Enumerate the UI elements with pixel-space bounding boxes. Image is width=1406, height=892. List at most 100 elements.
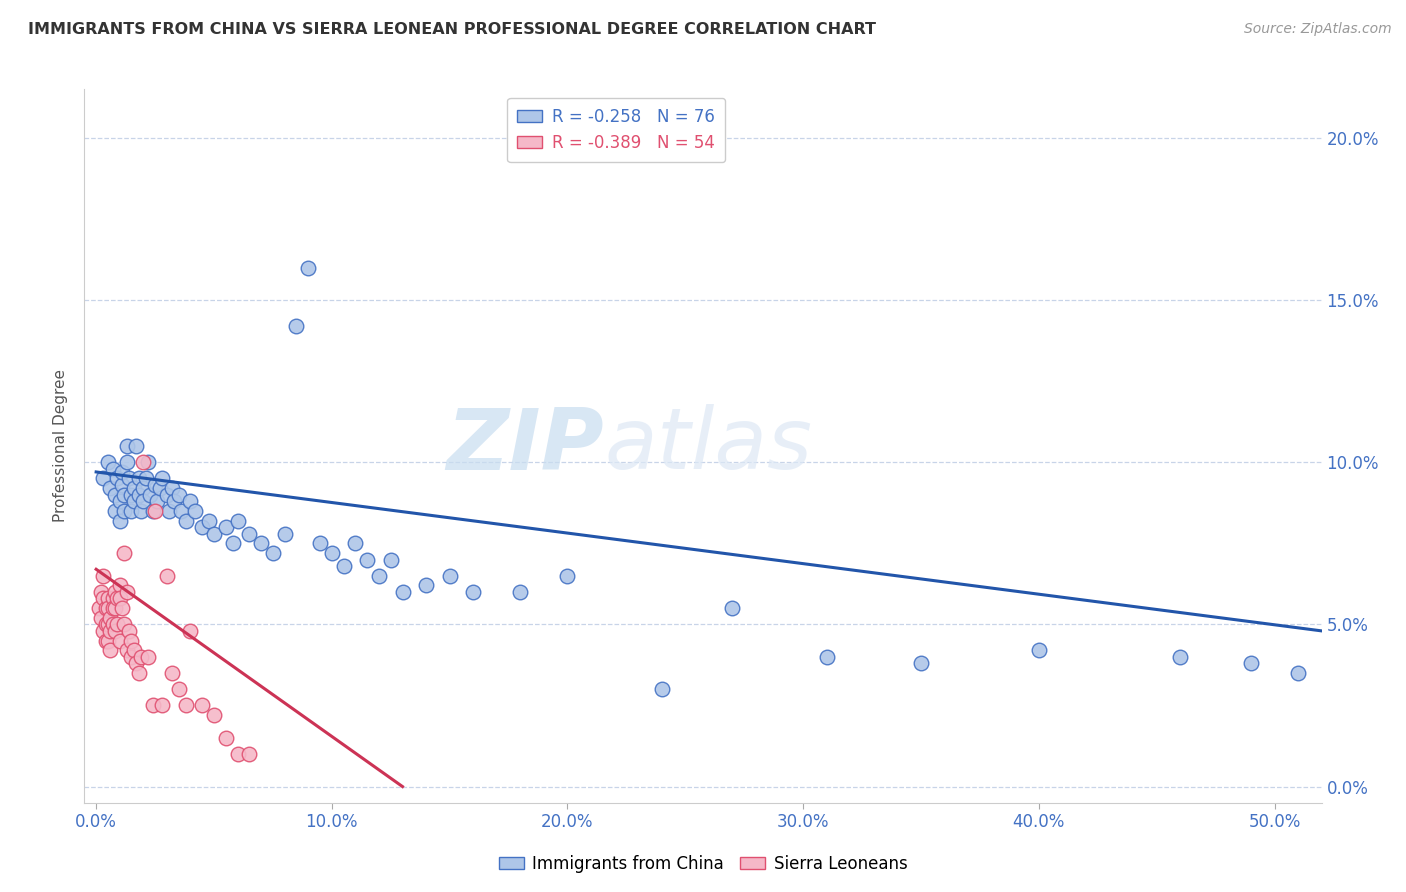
Point [128, 666, 150, 681]
Point [122, 494, 145, 508]
Point [174, 698, 197, 713]
Point [463, 585, 485, 599]
Point [721, 601, 744, 615]
Point [91, 471, 114, 485]
Point [91, 624, 114, 638]
Point [112, 617, 135, 632]
Point [184, 504, 207, 518]
Point [104, 488, 127, 502]
Point [98, 611, 121, 625]
Point [112, 488, 135, 502]
Point [118, 624, 141, 638]
Point [105, 591, 128, 606]
Point [115, 455, 138, 469]
Point [111, 601, 134, 615]
Point [149, 481, 172, 495]
Point [125, 439, 148, 453]
Point [160, 666, 183, 681]
Point [108, 578, 131, 592]
Point [122, 481, 145, 495]
Point [121, 649, 143, 664]
Point [108, 591, 131, 606]
Point [321, 546, 343, 560]
Point [143, 478, 166, 492]
Point [273, 526, 295, 541]
Point [167, 682, 190, 697]
Point [97, 633, 120, 648]
Point [105, 471, 128, 485]
Point [94, 601, 117, 615]
Point [344, 536, 367, 550]
Point [87, 601, 110, 615]
Point [121, 504, 143, 518]
Point [115, 643, 138, 657]
Point [132, 481, 155, 495]
Text: atlas: atlas [605, 404, 813, 488]
Point [167, 488, 190, 502]
Point [104, 504, 127, 518]
Point [111, 478, 134, 492]
Point [332, 559, 354, 574]
Point [97, 601, 120, 615]
Point [118, 471, 141, 485]
Point [91, 568, 114, 582]
Point [170, 504, 193, 518]
Point [122, 643, 145, 657]
Point [115, 585, 138, 599]
Point [104, 601, 127, 615]
Point [198, 514, 221, 528]
Text: IMMIGRANTS FROM CHINA VS SIERRA LEONEAN PROFESSIONAL DEGREE CORRELATION CHART: IMMIGRANTS FROM CHINA VS SIERRA LEONEAN … [28, 22, 876, 37]
Point [146, 494, 169, 508]
Point [129, 504, 152, 518]
Point [97, 617, 120, 632]
Point [160, 481, 183, 495]
Point [104, 624, 127, 638]
Point [132, 455, 155, 469]
Point [142, 504, 165, 518]
Text: Source: ZipAtlas.com: Source: ZipAtlas.com [1244, 22, 1392, 37]
Point [104, 585, 127, 599]
Point [191, 698, 214, 713]
Point [108, 514, 131, 528]
Point [98, 643, 121, 657]
Point [415, 578, 437, 592]
Point [356, 552, 378, 566]
Point [112, 546, 135, 560]
Point [439, 568, 461, 582]
Point [262, 546, 284, 560]
Point [1240, 657, 1263, 671]
Point [150, 698, 173, 713]
Point [97, 455, 120, 469]
Point [98, 624, 121, 638]
Point [179, 494, 201, 508]
Point [94, 633, 117, 648]
Point [215, 731, 238, 745]
Point [202, 708, 225, 723]
Point [1168, 649, 1191, 664]
Point [121, 633, 143, 648]
Point [509, 585, 531, 599]
Point [135, 471, 157, 485]
Point [285, 318, 308, 333]
Point [101, 461, 124, 475]
Point [112, 504, 135, 518]
Point [97, 591, 120, 606]
Text: ZIP: ZIP [446, 404, 605, 488]
Legend: Immigrants from China, Sierra Leoneans: Immigrants from China, Sierra Leoneans [492, 848, 914, 880]
Point [179, 624, 201, 638]
Point [91, 591, 114, 606]
Point [226, 747, 249, 761]
Point [108, 494, 131, 508]
Point [125, 657, 148, 671]
Point [250, 536, 273, 550]
Point [815, 649, 838, 664]
Point [128, 488, 150, 502]
Point [309, 536, 332, 550]
Point [222, 536, 245, 550]
Point [129, 649, 152, 664]
Point [150, 471, 173, 485]
Point [143, 504, 166, 518]
Point [651, 682, 673, 697]
Point [121, 488, 143, 502]
Point [910, 657, 932, 671]
